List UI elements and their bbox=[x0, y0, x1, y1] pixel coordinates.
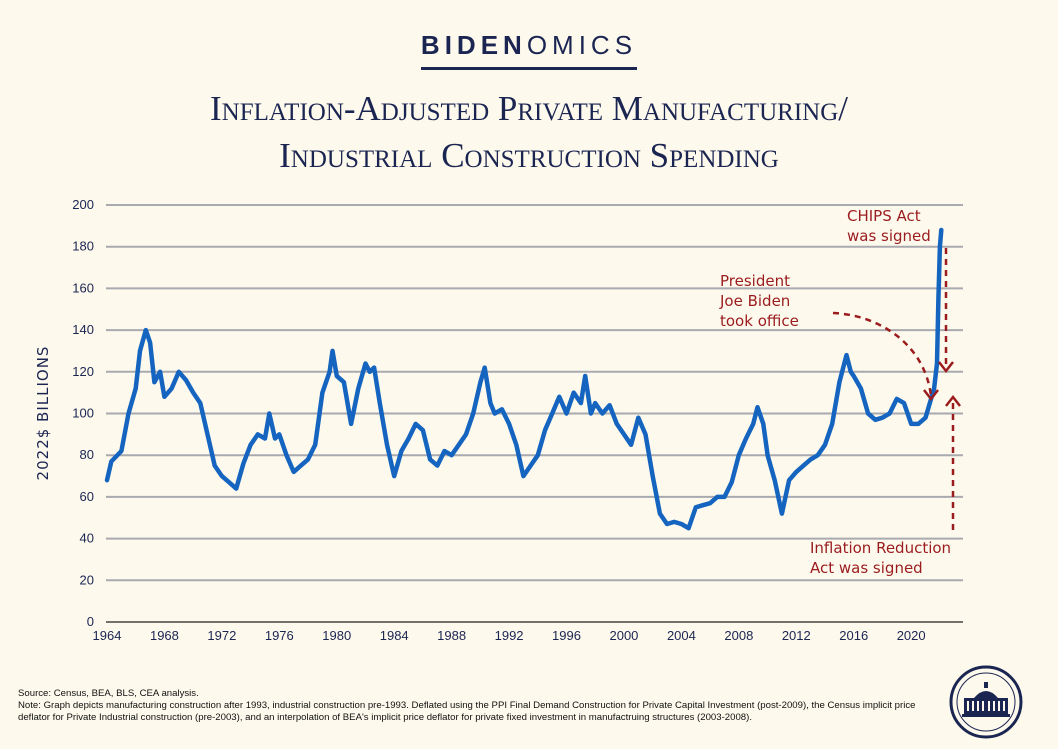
line-chart: 0 20 40 60 80 100 120 140 160 180 200 1964 1968 1972… bbox=[34, 197, 963, 643]
x-tick-label: 1976 bbox=[265, 628, 294, 643]
chart-title-line2: Industrial Construction Spending bbox=[279, 136, 779, 175]
x-tick-label: 1972 bbox=[207, 628, 236, 643]
x-tick-label: 1968 bbox=[150, 628, 179, 643]
x-tick-label: 2020 bbox=[897, 628, 926, 643]
footnote-note: Note: Graph depicts manufacturing constr… bbox=[18, 700, 916, 723]
chips-arrowhead bbox=[938, 361, 954, 374]
y-tick-label: 140 bbox=[72, 322, 94, 337]
y-axis-label: 2022$ BILLIONS bbox=[34, 346, 52, 481]
white-house-seal-icon bbox=[949, 665, 1023, 739]
x-tick-label: 2012 bbox=[782, 628, 811, 643]
annotation-ira: Inflation Reduction Act was signed bbox=[810, 538, 951, 578]
footnote: Source: Census, BEA, BLS, CEA analysis. … bbox=[18, 688, 918, 724]
chart-title-line1: Inflation-Adjusted Private Manufacturing… bbox=[210, 89, 848, 128]
x-tick-label: 2008 bbox=[724, 628, 753, 643]
y-tick-label: 100 bbox=[72, 406, 94, 421]
ira-arrowhead bbox=[945, 394, 961, 407]
y-tick-label: 160 bbox=[72, 280, 94, 295]
brand-light: OMICS bbox=[526, 30, 638, 60]
annotation-biden: President Joe Biden took office bbox=[720, 271, 799, 331]
x-tick-label: 2016 bbox=[839, 628, 868, 643]
series-line bbox=[104, 227, 944, 531]
x-tick-label: 2000 bbox=[609, 628, 638, 643]
x-tick-label: 2004 bbox=[667, 628, 696, 643]
y-tick-label: 180 bbox=[72, 239, 94, 254]
biden-arrowhead bbox=[923, 389, 939, 402]
annotation-chips-line1: CHIPS Act bbox=[847, 207, 921, 225]
y-tick-label: 120 bbox=[72, 364, 94, 379]
x-tick-label: 1996 bbox=[552, 628, 581, 643]
annotation-biden-line3: took office bbox=[720, 312, 799, 330]
annotation-biden-line1: President bbox=[720, 272, 790, 290]
annotation-ira-line1: Inflation Reduction bbox=[810, 539, 952, 557]
y-tick-label: 40 bbox=[80, 531, 94, 546]
x-tick-label: 1992 bbox=[495, 628, 524, 643]
y-tick-label: 60 bbox=[80, 489, 94, 504]
y-tick-label: 80 bbox=[80, 447, 94, 462]
brand-bold: BIDEN bbox=[420, 30, 527, 60]
y-tick-label: 0 bbox=[87, 614, 94, 629]
x-tick-label: 1980 bbox=[322, 628, 351, 643]
x-tick-label: 1988 bbox=[437, 628, 466, 643]
x-tick-label: 1964 bbox=[93, 628, 122, 643]
x-tick-label: 1984 bbox=[380, 628, 409, 643]
annotation-chips: CHIPS Act was signed bbox=[847, 206, 931, 246]
annotation-ira-line2: Act was signed bbox=[810, 559, 923, 577]
biden-arrow bbox=[832, 311, 933, 397]
annotation-biden-line2: Joe Biden bbox=[720, 292, 791, 310]
annotation-chips-line2: was signed bbox=[847, 227, 931, 245]
y-tick-label: 200 bbox=[72, 197, 94, 212]
brand-logo: BIDENOMICS bbox=[0, 30, 1058, 70]
y-tick-label: 20 bbox=[80, 572, 94, 587]
footnote-source: Source: Census, BEA, BLS, CEA analysis. bbox=[18, 688, 199, 699]
